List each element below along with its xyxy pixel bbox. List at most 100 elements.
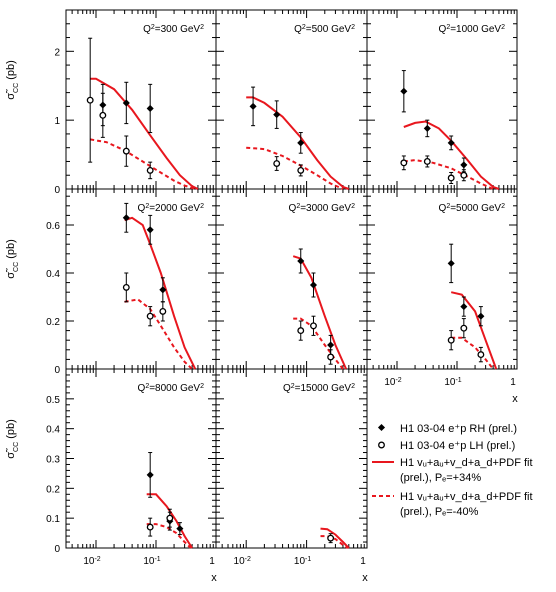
legend-rh-marker [377,423,386,432]
q2-label: Q2=2000 GeV2 [138,203,205,215]
y-tick-label: 0.6 [46,221,60,232]
rh-data-point [460,303,468,311]
panel-frame [215,368,368,549]
lh-data-point [297,166,305,174]
x-tick-label: 1 [510,377,516,388]
legend-fit-label2: (prel.), Pₑ=-40% [400,506,479,518]
x-tick-label: 1 [360,556,366,567]
panel-frame [215,188,368,370]
q2-label: Q2=8000 GeV2 [138,383,205,395]
rh-fit-curve [146,493,193,549]
rh-fit-curve [450,291,498,370]
rh-data-point [146,104,154,112]
lh-data-point [310,322,317,330]
lh-data-point [99,111,107,119]
rh-data-point [297,257,305,265]
legend-fit-label2: (prel.), Pₑ=+34% [400,472,481,484]
points-layer [86,37,485,544]
rh-data-point [176,525,184,533]
y-tick-label: 1 [54,116,60,127]
rh-data-point [447,259,455,267]
panel-frame [366,188,518,370]
lh-data-point [166,514,174,522]
y-tick-label: 0.1 [46,514,60,525]
y-axis-label: σ̃CC (pb) [5,419,20,459]
rh-data-point [159,286,167,294]
x-tick-label: 10-1 [294,556,311,568]
q2-label: Q2=1000 GeV2 [439,24,506,36]
lh-data-point [122,147,130,155]
rh-fit-curve [320,527,350,549]
y-tick-label: 0.2 [46,484,60,495]
y-tick-label: 0 [54,544,60,555]
lh-fit-curve [90,138,196,190]
rh-fit-curve [124,216,197,370]
rh-data-point [327,341,335,349]
x-axis-label: x [362,572,368,584]
y-tick-label: 0.2 [46,317,60,328]
x-tick-label: 10-1 [444,377,461,389]
lh-data-point [327,353,335,361]
x-tick-label: 10-2 [384,377,401,389]
panel-frame [215,9,368,190]
q2-label: Q2=15000 GeV2 [283,383,355,395]
y-tick-label: 0.4 [46,269,60,280]
lh-fit-curve [451,336,494,370]
q2-label: Q2=5000 GeV2 [439,203,506,215]
rh-data-point [309,281,318,289]
lh-fit-curve [293,317,344,370]
rh-data-point [273,111,281,119]
rh-data-point [297,139,305,147]
y-axis-label-text: σ̃CC (pb) [5,60,20,100]
rh-data-point [122,214,130,222]
rh-data-point [400,87,408,95]
y-tick-label: 0 [54,365,60,376]
y-axis-label: σ̃CC (pb) [5,60,20,100]
y-tick-label: 0 [54,185,60,196]
legend-fit-label: H1 vᵤ+aᵤ+v_d+a_d+PDF fit [400,491,533,503]
x-tick-label: 10-1 [143,556,160,568]
y-tick-label: 0.4 [46,425,60,436]
text-layer: 0 1 2 Q2=300 GeV2 Q2=500 GeV2 Q2=1000 GeV2 0 0.… [5,24,518,585]
lh-data-point [400,159,408,167]
lh-data-point [273,160,281,167]
rh-data-point [460,161,468,169]
panel-frame [65,188,217,370]
lh-data-point [327,534,335,542]
rh-data-point [146,226,154,234]
q2-label: Q2=3000 GeV2 [289,203,356,215]
y-tick-label: 2 [54,47,60,58]
lh-data-point [460,171,468,179]
legend-rh-label: H1 03-04 e⁺p RH (prel.) [400,423,517,435]
panel-frame [65,368,217,549]
lh-data-point [146,312,154,320]
rh-fit-curve [246,96,350,190]
q2-label: Q2=500 GeV2 [294,24,355,36]
x-axis-label: x [211,572,217,584]
y-tick-label: 0.5 [46,395,60,406]
x-tick-label: 10-2 [234,556,251,568]
x-axis-label: x [512,393,518,405]
lh-fit-curve [146,523,192,549]
y-axis-label: σ̃CC (pb) [5,239,20,279]
lh-data-point [460,324,468,332]
rh-data-point [249,102,257,110]
axes-layer [65,9,518,549]
x-tick-label: 1 [209,556,215,567]
rh-fit-curve [90,77,199,190]
panel-frame [366,9,518,190]
lh-fit-curve [124,298,193,370]
lh-data-point [447,174,455,182]
lh-data-point [122,283,130,291]
lh-data-point [159,307,167,315]
lh-fit-curve [320,535,349,549]
lh-data-point [86,96,94,104]
lh-data-point [447,336,455,344]
legend-fit-label: H1 vᵤ+aᵤ+v_d+a_d+PDF fit [400,457,533,469]
lh-data-point [146,166,154,174]
y-tick-label: 0.3 [46,455,60,466]
legend-lh-label: H1 03-04 e⁺p LH (prel.) [400,440,515,452]
q2-label: Q2=300 GeV2 [143,24,204,36]
lh-data-point [146,523,154,531]
